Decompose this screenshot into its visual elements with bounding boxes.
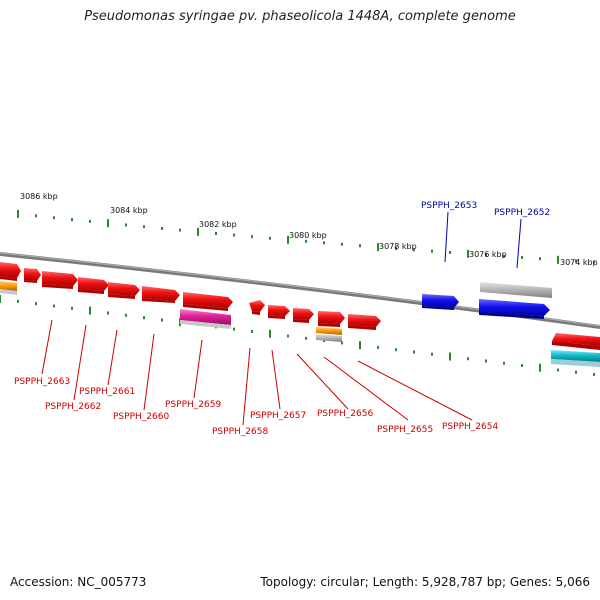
gene-label-2656[interactable]: PSPPH_2656 [317, 409, 373, 419]
gene-glyph-2661[interactable] [78, 277, 109, 294]
gene-label-2655[interactable]: PSPPH_2655 [377, 425, 433, 435]
gene-glyph-2656[interactable] [268, 305, 290, 319]
gene-glyph-orange-left[interactable] [0, 281, 17, 295]
genome-summary-text: Topology: circular; Length: 5,928,787 bp… [260, 575, 590, 589]
leader-lines-blue [444, 211, 522, 269]
gene-label-2661[interactable]: PSPPH_2661 [79, 387, 135, 397]
gene-label-2657[interactable]: PSPPH_2657 [250, 411, 306, 421]
gene-glyph-2662[interactable] [42, 271, 78, 289]
gene-glyph-2652-grey[interactable] [480, 282, 552, 298]
gene-glyph-2653[interactable] [422, 294, 459, 310]
accession-text: Accession: NC_005773 [10, 575, 147, 589]
scale-label-3086: 3086 kbp [20, 192, 58, 201]
gene-label-2653[interactable]: PSPPH_2653 [421, 201, 477, 211]
gene-glyph-2657[interactable] [249, 300, 265, 315]
gene-label-2663[interactable]: PSPPH_2663 [14, 377, 70, 387]
gene-label-2660[interactable]: PSPPH_2660 [113, 412, 169, 422]
scale-label-3082: 3082 kbp [199, 220, 237, 229]
gene-label-2654[interactable]: PSPPH_2654 [442, 422, 498, 432]
gene-label-2662[interactable]: PSPPH_2662 [45, 402, 101, 412]
gene-glyph-2659[interactable] [180, 309, 231, 329]
gene-glyph-left-edge[interactable] [0, 262, 21, 281]
gene-glyph-2654[interactable] [348, 314, 381, 330]
scale-label-3080: 3080 kbp [289, 231, 327, 240]
gene-glyph-2659-red[interactable] [142, 286, 180, 303]
map-title: Pseudomonas syringae pv. phaseolicola 14… [84, 9, 516, 24]
scale-label-3084: 3084 kbp [110, 206, 148, 215]
scale-label-3076: 3076 kbp [469, 250, 507, 259]
gene-label-2658[interactable]: PSPPH_2658 [212, 427, 268, 437]
gene-glyph-cyan-right[interactable] [551, 350, 600, 367]
gene-glyph-orange-mid[interactable] [316, 327, 342, 342]
gene-glyph-2652[interactable] [479, 299, 550, 319]
scale-label-3078: 3078 kbp [379, 242, 417, 251]
gene-glyph-2658[interactable] [183, 292, 233, 311]
gene-glyph-2655[interactable] [293, 308, 314, 323]
gene-glyph-2660[interactable] [108, 282, 140, 299]
leader-lines-red [41, 319, 473, 426]
gene-label-2652[interactable]: PSPPH_2652 [494, 208, 550, 218]
gene-glyph-2663[interactable] [24, 268, 41, 283]
gene-glyph-right-edge[interactable] [552, 333, 600, 350]
scale-label-3074: 3074 kbp [560, 258, 598, 267]
outer-tick-row [17, 209, 595, 264]
gene-glyph-2654a[interactable] [318, 311, 345, 327]
gene-label-2659[interactable]: PSPPH_2659 [165, 400, 221, 410]
